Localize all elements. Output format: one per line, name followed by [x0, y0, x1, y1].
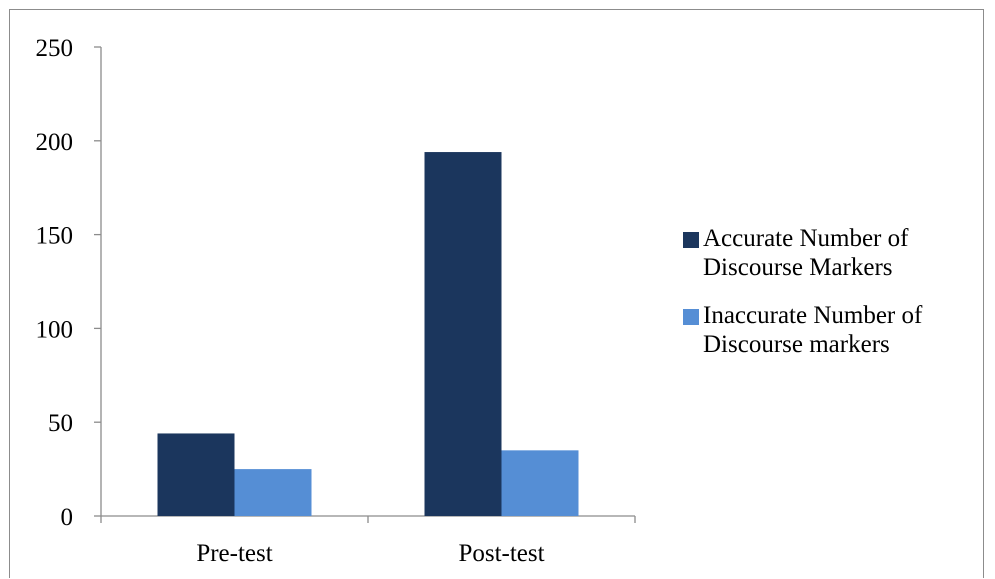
bar-accurate-post-test — [424, 152, 502, 516]
y-tick-label: 150 — [36, 223, 74, 250]
y-tick-label: 250 — [36, 35, 74, 62]
legend: Accurate Number of Discourse Markers Ina… — [683, 224, 983, 378]
x-tick-label: Post-test — [458, 540, 544, 567]
legend-item-inaccurate: Inaccurate Number of Discourse markers — [683, 301, 983, 359]
x-tick-label: Pre-test — [196, 540, 272, 567]
y-tick-label: 50 — [48, 410, 73, 437]
bar-inaccurate-pre-test — [234, 469, 312, 516]
bar-inaccurate-post-test — [501, 450, 579, 516]
legend-label-accurate-line1: Accurate Number of — [703, 225, 909, 252]
y-axis: 0 50 100 150 200 250 — [36, 35, 102, 531]
y-tick-label: 0 — [61, 504, 74, 531]
legend-label-inaccurate-line2: Discourse markers — [703, 331, 890, 358]
bars — [157, 152, 579, 516]
y-tick-label: 200 — [36, 129, 74, 156]
legend-label-inaccurate-line1: Inaccurate Number of — [703, 302, 923, 329]
x-axis: Pre-test Post-test — [100, 515, 636, 567]
legend-swatch-accurate — [683, 232, 699, 248]
legend-swatch-inaccurate — [683, 309, 699, 325]
legend-label-accurate-line2: Discourse Markers — [703, 254, 893, 281]
y-tick-label: 100 — [36, 316, 74, 343]
legend-item-accurate: Accurate Number of Discourse Markers — [683, 224, 983, 282]
bar-accurate-pre-test — [157, 433, 235, 516]
